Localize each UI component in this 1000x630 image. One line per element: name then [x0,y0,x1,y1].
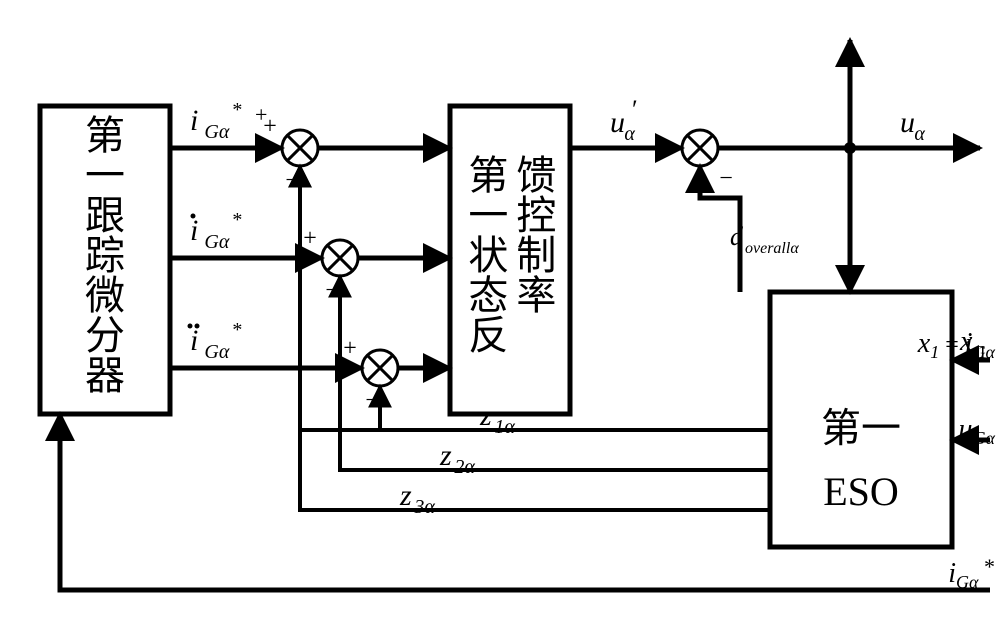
svg-text:′: ′ [632,95,638,124]
math-label: i Gα* [190,99,242,143]
svg-text:i: i [190,214,198,247]
svg-text:制: 制 [516,233,556,278]
svg-text:iGα *: iGα * [948,554,995,592]
svg-text:x1 = iGα: x1 = iGα [917,328,996,362]
sign: − [719,166,733,192]
svg-text:第一: 第一 [821,405,901,450]
svg-text:*: * [232,319,242,341]
math-label: i Gα* [190,209,242,253]
svg-text:第: 第 [85,113,125,158]
svg-text:反: 反 [468,313,508,358]
math-label: uα [900,106,925,145]
math-label: z3α [399,479,435,518]
svg-text:第: 第 [468,153,508,198]
svg-text:*: * [232,209,242,231]
svg-text:overallα: overallα [745,240,799,257]
svg-text:Gα: Gα [204,121,229,143]
svg-text:i: i [190,324,198,357]
sign: − [365,388,379,414]
svg-text:α: α [914,123,925,145]
svg-text:一: 一 [468,193,508,238]
svg-text:器: 器 [85,353,125,398]
svg-text:微: 微 [85,273,125,318]
svg-text:uGα: uGα [959,414,996,448]
svg-text:u: u [610,106,625,139]
svg-text:2α: 2α [454,456,475,478]
svg-text:Gα: Gα [204,341,229,363]
signal-line [380,386,770,430]
svg-text:跟: 跟 [85,193,125,238]
svg-text:一: 一 [85,153,125,198]
svg-text:态: 态 [468,273,508,318]
svg-text:1α: 1α [494,416,515,438]
svg-text:u: u [900,106,915,139]
svg-text:踪: 踪 [85,233,125,278]
sign: + [303,226,317,252]
sign: − [325,278,339,304]
svg-text:分: 分 [85,313,125,358]
svg-text:d: d [730,222,744,251]
math-label: z2α [439,439,475,478]
sign: + [343,336,357,362]
svg-text:z: z [439,439,452,472]
svg-text:*: * [232,99,242,121]
svg-text:+: + [255,102,267,127]
svg-text:状: 状 [468,233,508,278]
svg-text:3α: 3α [413,496,435,518]
svg-text:馈: 馈 [516,153,556,198]
svg-text:α: α [624,123,635,145]
svg-text:Gα: Gα [204,231,229,253]
svg-text:i: i [190,104,198,137]
svg-text:控: 控 [516,193,556,238]
svg-text:z: z [399,479,412,512]
svg-text:z: z [479,399,492,432]
svg-text:率: 率 [516,273,556,318]
svg-text:ESO: ESO [823,469,899,514]
sign: − [285,168,299,194]
